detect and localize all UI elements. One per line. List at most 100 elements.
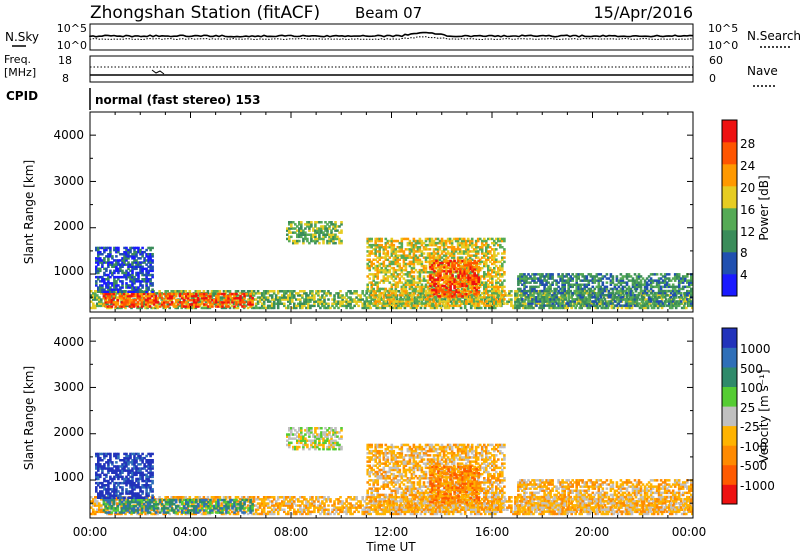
power-cell-4	[476, 302, 480, 305]
power-cell-2	[103, 259, 106, 262]
power-cell-6	[631, 279, 635, 282]
power-cell-4	[392, 252, 396, 255]
power-cell-6	[611, 296, 615, 299]
power-cell-6	[531, 273, 534, 276]
power-cell-4	[402, 277, 406, 280]
power-cell-0	[321, 302, 324, 305]
power-cell-2	[103, 273, 106, 277]
power-cell-5	[457, 293, 460, 296]
power-cell-4	[400, 304, 404, 307]
power-cell-6	[535, 273, 538, 276]
power-cell-0	[514, 298, 517, 301]
power-cell-4	[394, 258, 398, 261]
power-cell-4	[418, 248, 422, 251]
power-cell-0	[299, 304, 302, 308]
power-cell-0	[289, 294, 292, 297]
power-cell-5	[453, 295, 456, 298]
power-cell-0	[327, 302, 330, 305]
power-cell-2	[105, 246, 108, 250]
power-cell-3	[326, 233, 329, 236]
power-cell-5	[471, 261, 474, 265]
power-cell-3	[322, 231, 325, 234]
power-cell-4	[390, 291, 394, 295]
power-cell-4	[408, 262, 412, 266]
power-cell-0	[156, 302, 159, 305]
power-cell-6	[597, 277, 601, 280]
power-cell-0	[323, 298, 326, 301]
power-cell-4	[404, 283, 408, 286]
power-cell-4	[428, 258, 432, 261]
power-cell-4	[476, 237, 480, 241]
power-cell-4	[394, 250, 398, 253]
power-cell-5	[451, 261, 454, 265]
power-cell-6	[579, 285, 582, 289]
power-cell-4	[474, 246, 478, 249]
power-cell-4	[410, 279, 414, 282]
power-cell-2	[95, 282, 98, 285]
power-cell-4	[380, 271, 383, 274]
power-cell-4	[495, 260, 498, 264]
power-cell-2	[141, 265, 144, 268]
power-cell-5	[469, 268, 472, 271]
power-cell-6	[567, 291, 570, 295]
power-cell-0	[572, 304, 575, 308]
power-cell-4	[501, 264, 504, 268]
power-cell-4	[470, 298, 474, 301]
power-cell-4	[416, 283, 420, 286]
power-cell-6	[563, 275, 566, 278]
power-cell-0	[307, 306, 310, 310]
power-cell-4	[408, 302, 412, 305]
power-cell-0	[228, 296, 232, 299]
power-cell-4	[372, 283, 375, 286]
power-cell-0	[254, 306, 258, 310]
power-cell-6	[545, 287, 548, 291]
power-cell-0	[600, 306, 604, 310]
power-cell-1	[142, 292, 146, 296]
power-cell-6	[553, 298, 556, 301]
power-cell-1	[118, 297, 122, 300]
power-cell-3	[298, 229, 301, 232]
power-cell-4	[432, 298, 436, 301]
power-cell-2	[127, 290, 130, 293]
power-cell-4	[372, 293, 375, 297]
power-cell-4	[410, 266, 414, 270]
power-cell-1	[134, 303, 138, 306]
noise-left-tick-top: 10^5	[57, 22, 87, 35]
power-cell-0	[96, 294, 99, 297]
power-cell-6	[621, 289, 625, 293]
power-cell-0	[293, 296, 296, 299]
power-cell-3	[318, 235, 321, 239]
power-cell-4	[370, 246, 373, 249]
power-cell-6	[523, 289, 526, 293]
power-cell-2	[99, 261, 102, 264]
power-cell-6	[561, 293, 564, 297]
power-cell-4	[464, 256, 468, 259]
power-cell-0	[192, 296, 196, 299]
power-cell-6	[639, 285, 643, 289]
power-cell-4	[370, 289, 373, 293]
power-cell-0	[293, 290, 296, 293]
power-cell-5	[447, 278, 450, 281]
power-cell-4	[448, 298, 452, 301]
power-cell-4	[416, 302, 420, 305]
power-cell-6	[627, 279, 631, 282]
power-cell-4	[487, 266, 490, 270]
power-cell-2	[99, 253, 102, 256]
power-cell-4	[402, 256, 406, 259]
power-cell-2	[137, 257, 140, 260]
power-cell-1	[223, 301, 226, 304]
power-cell-3	[332, 235, 335, 239]
power-cell-0	[299, 300, 302, 303]
power-cell-0	[369, 296, 372, 299]
power-cell-0	[546, 302, 549, 305]
power-cell-0	[92, 298, 95, 301]
power-cell-4	[394, 239, 398, 243]
power-cell-4	[483, 281, 486, 284]
power-cell-4	[460, 243, 464, 247]
power-cell-0	[564, 306, 567, 310]
power-cell-0	[260, 294, 264, 297]
power-cell-6	[585, 304, 589, 307]
power-cell-5	[461, 295, 464, 298]
power-cell-0	[674, 306, 678, 310]
power-cell-0	[138, 306, 141, 310]
